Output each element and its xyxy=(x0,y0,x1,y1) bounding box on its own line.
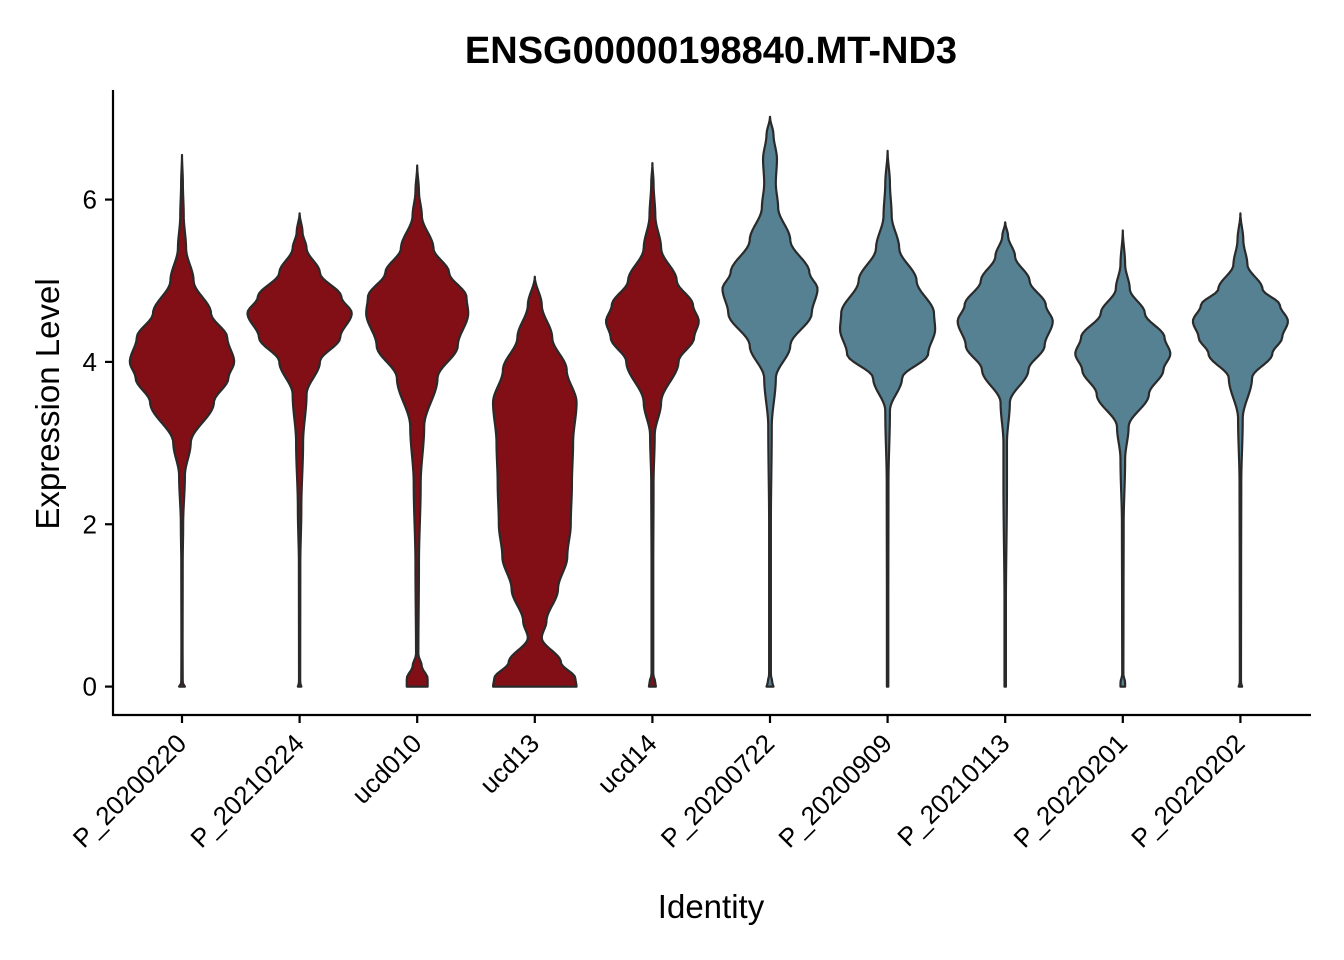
x-axis-title: Identity xyxy=(658,888,765,925)
y-tick-label: 2 xyxy=(83,509,97,539)
violin-ucd010 xyxy=(365,164,470,688)
violin-p-20200909 xyxy=(838,149,937,688)
x-tick-label: P_20210224 xyxy=(184,728,310,854)
chart-title: ENSG00000198840.MT-ND3 xyxy=(465,30,957,72)
violin-p-20220202 xyxy=(1191,212,1289,688)
x-tick-label: P_20200220 xyxy=(67,728,193,854)
y-tick-label: 4 xyxy=(83,347,97,377)
y-axis-ticks: 0 2 4 6 xyxy=(83,185,113,702)
y-tick-label: 0 xyxy=(83,672,97,702)
x-tick-label: ucd010 xyxy=(346,728,428,810)
violins xyxy=(128,115,1289,688)
violin-p-20210224 xyxy=(246,212,353,688)
violin-p-20220201 xyxy=(1074,229,1172,688)
violin-ucd14 xyxy=(604,161,700,688)
violin-p-20210113 xyxy=(956,221,1054,688)
x-tick-label: P_20200909 xyxy=(772,728,898,854)
x-tick-label: P_20200722 xyxy=(655,728,781,854)
violin-ucd13 xyxy=(491,275,578,688)
x-tick-label: P_20220202 xyxy=(1125,728,1251,854)
x-tick-label: P_20220201 xyxy=(1008,728,1134,854)
violin-p-20200722 xyxy=(721,115,819,688)
x-tick-label: ucd13 xyxy=(474,728,545,799)
y-axis-title: Expression Level xyxy=(29,278,66,529)
x-tick-label: ucd14 xyxy=(591,728,662,799)
x-tick-label: P_20210113 xyxy=(891,728,1015,852)
violin-p-20200220 xyxy=(128,153,236,688)
y-tick-label: 6 xyxy=(83,185,97,215)
